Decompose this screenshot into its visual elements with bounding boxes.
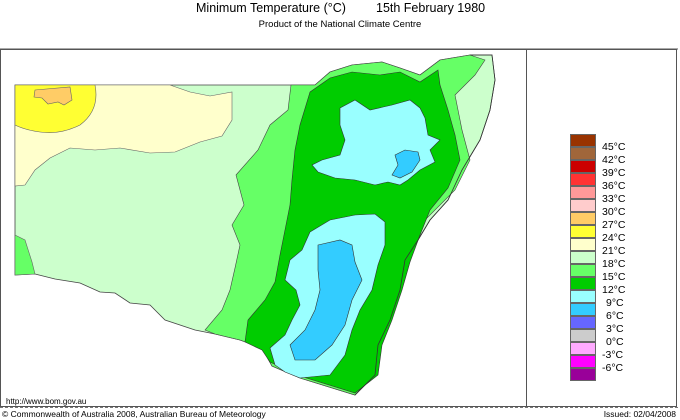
legend-label: 45°C [602,141,626,153]
legend-swatch-6 [570,303,596,316]
legend-swatch-33 [570,186,596,199]
title-date: 15th February 1980 [376,1,486,15]
legend-swatch-27 [570,212,596,225]
legend-swatch-9 [570,290,596,303]
legend-swatch-45 [570,134,596,147]
legend-label: 3°C [606,323,624,335]
source-url: http://www.bom.gov.au [6,397,87,406]
legend-swatch-3 [570,316,596,329]
copyright-text: © Commonwealth of Australia 2008, Austra… [2,409,266,419]
legend-swatch-36 [570,173,596,186]
legend-label: 15°C [602,271,626,283]
legend-swatch-30 [570,199,596,212]
footer-rule [0,407,678,408]
legend-swatch-21 [570,238,596,251]
legend-label: 39°C [602,167,626,179]
region-15-18-sw [14,234,36,276]
legend-swatch-39 [570,160,596,173]
legend-swatch-min [570,368,596,381]
legend-swatch-24 [570,225,596,238]
region-6-9-north [391,149,421,179]
coastline [354,54,496,396]
region-6-9-south [289,239,363,361]
legend-label: 21°C [602,245,626,257]
title-main: Minimum Temperature (°C) [196,1,346,15]
issued-date: Issued: 02/04/2008 [603,409,676,419]
legend-label: 24°C [602,232,626,244]
legend-label: 36°C [602,180,626,192]
chart-title: Minimum Temperature (°C) 15th February 1… [0,0,680,18]
legend-label: 42°C [602,154,626,166]
legend-divider [526,49,527,407]
legend-swatch-42 [570,147,596,160]
legend-label: 27°C [602,219,626,231]
legend-label: 12°C [602,284,626,296]
legend-swatch-0 [570,329,596,342]
legend-label: 18°C [602,258,626,270]
legend-swatch-15 [570,264,596,277]
legend-label: 9°C [606,297,624,309]
legend-label: 33°C [602,193,626,205]
subtitle: Product of the National Climate Centre [258,19,422,30]
legend-swatch-minus6 [570,355,596,368]
legend-swatch-minus3 [570,342,596,355]
legend-label: 0°C [606,336,624,348]
legend-swatch-18 [570,251,596,264]
legend-label: -6°C [602,362,624,374]
legend-label: -3°C [602,349,624,361]
legend-label: 30°C [602,206,626,218]
map-frame [0,49,677,407]
region-27-30 [33,86,73,106]
legend-swatch-12 [570,277,596,290]
legend-label: 6°C [606,310,624,322]
